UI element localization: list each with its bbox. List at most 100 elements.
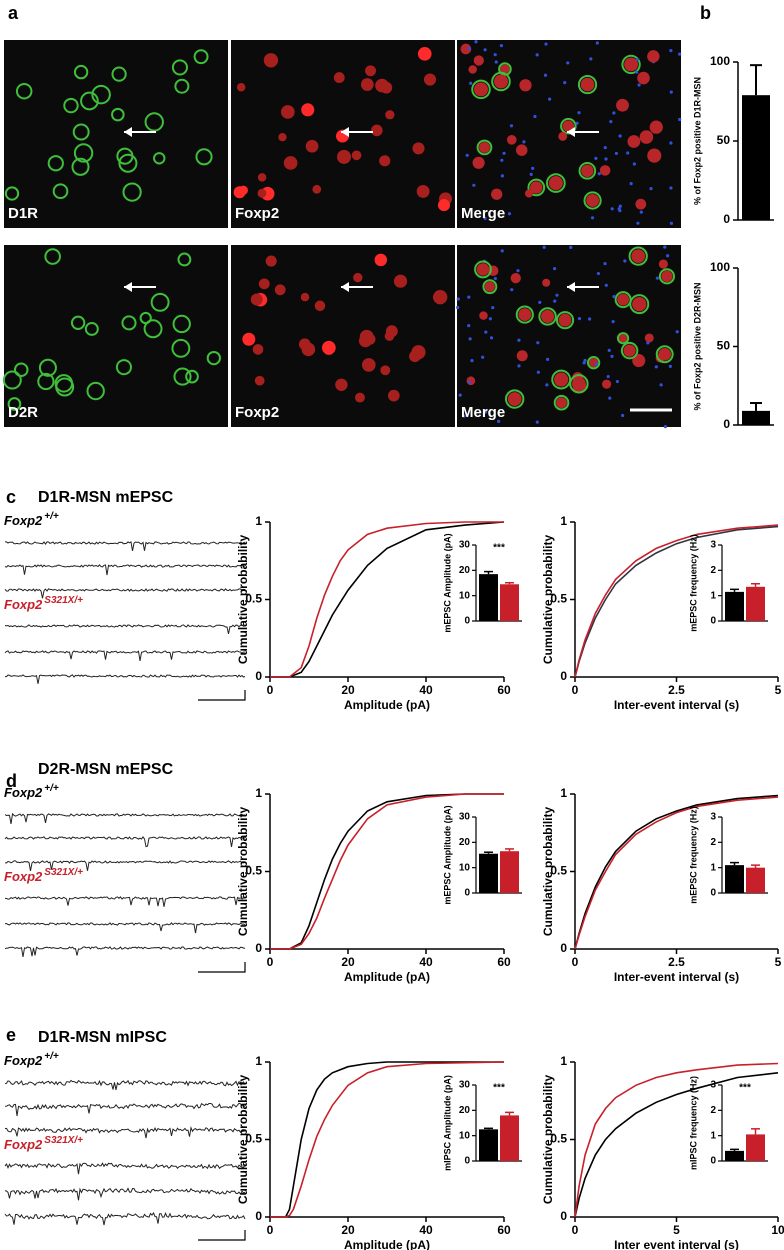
nucleus bbox=[375, 78, 389, 93]
y-tick-label: 0 bbox=[560, 669, 567, 683]
inset-y-tick-label: 10 bbox=[459, 1130, 471, 1141]
nucleus bbox=[354, 392, 365, 403]
dapi bbox=[563, 81, 567, 85]
nucleus bbox=[530, 181, 543, 194]
dapi bbox=[497, 419, 501, 423]
cell bbox=[474, 260, 492, 279]
y-tick-label: 0.5 bbox=[550, 864, 567, 878]
nucleus bbox=[631, 249, 646, 264]
inset-y-tick-label: 0 bbox=[710, 888, 716, 899]
y-tick-label: 100 bbox=[710, 54, 730, 68]
x-tick-label: 60 bbox=[497, 955, 511, 969]
cell bbox=[153, 152, 166, 165]
inset-bar bbox=[725, 1150, 744, 1161]
nucleus bbox=[491, 188, 503, 200]
nucleus bbox=[305, 139, 319, 153]
cell bbox=[206, 350, 221, 366]
cell bbox=[174, 78, 190, 94]
dapi bbox=[467, 380, 472, 384]
cell bbox=[111, 66, 127, 82]
y-axis-label: Cumulative probability bbox=[236, 807, 250, 937]
dapi bbox=[465, 153, 469, 157]
dapi bbox=[590, 216, 595, 220]
dapi bbox=[509, 124, 514, 128]
dapi bbox=[500, 249, 504, 253]
bar bbox=[742, 95, 770, 220]
dapi bbox=[555, 293, 559, 297]
nucleus bbox=[635, 198, 647, 210]
y-tick-label: 0 bbox=[560, 1209, 567, 1223]
dapi bbox=[632, 162, 637, 166]
dapi bbox=[621, 413, 625, 418]
dapi bbox=[553, 267, 557, 271]
genotype-sup: +/+ bbox=[44, 783, 59, 794]
section-title: D2R-MSN mEPSC bbox=[38, 761, 174, 778]
nucleus bbox=[385, 110, 395, 120]
inset-bar bbox=[746, 586, 765, 621]
dapi bbox=[529, 172, 533, 176]
dapi bbox=[608, 396, 612, 400]
inset-y-tick-label: 30 bbox=[459, 812, 471, 823]
cell bbox=[72, 123, 90, 141]
dapi bbox=[663, 245, 667, 249]
nucleus bbox=[658, 347, 672, 361]
nucleus bbox=[472, 156, 485, 169]
dapi bbox=[618, 209, 622, 213]
cumulative-line bbox=[270, 521, 504, 678]
cell bbox=[471, 79, 491, 100]
cell bbox=[621, 54, 641, 75]
nucleus bbox=[274, 284, 286, 296]
y-axis-label: Cumulative probability bbox=[541, 1075, 555, 1205]
x-axis-label: Amplitude (pA) bbox=[344, 698, 430, 712]
dapi bbox=[535, 53, 539, 57]
nucleus bbox=[300, 292, 310, 302]
dapi bbox=[655, 276, 659, 280]
genotype-name: Foxp2 bbox=[4, 1137, 43, 1152]
y-tick-label: 0.5 bbox=[245, 1132, 262, 1146]
trace bbox=[4, 836, 246, 848]
nucleus bbox=[562, 120, 575, 132]
nucleus bbox=[252, 344, 264, 355]
nucleus bbox=[637, 71, 650, 85]
nucleus bbox=[258, 278, 270, 290]
inset-bar bbox=[479, 574, 498, 621]
nucleus bbox=[624, 57, 639, 72]
nucleus bbox=[353, 272, 363, 283]
dapi bbox=[611, 320, 615, 324]
cell bbox=[73, 143, 94, 163]
cell bbox=[122, 182, 142, 202]
arrow-head bbox=[341, 127, 349, 137]
x-tick-label: 2.5 bbox=[668, 955, 685, 969]
y-tick-label: 0.5 bbox=[245, 592, 262, 606]
nucleus bbox=[333, 72, 345, 83]
dapi bbox=[500, 158, 504, 162]
cell bbox=[63, 97, 79, 114]
y-tick-label: 0 bbox=[255, 1209, 262, 1223]
dapi bbox=[669, 221, 674, 225]
nucleus bbox=[423, 73, 437, 86]
inset-y-tick-label: 20 bbox=[459, 837, 471, 848]
nucleus bbox=[627, 135, 641, 148]
genotype-label: Foxp2 S321X/+ bbox=[4, 595, 83, 613]
inset-y-tick-label: 0 bbox=[710, 616, 716, 627]
y-tick-label: 1 bbox=[560, 786, 567, 800]
panel-label: a bbox=[8, 3, 19, 23]
significance: *** bbox=[739, 1083, 751, 1094]
inset-y-axis-label: mEPSC frequency (Hz) bbox=[688, 806, 698, 904]
cell bbox=[476, 139, 493, 156]
cell bbox=[84, 321, 99, 336]
nucleus bbox=[632, 296, 647, 312]
dapi bbox=[618, 204, 622, 208]
bar bbox=[742, 410, 770, 425]
dapi bbox=[582, 361, 586, 365]
cumulative-line bbox=[270, 793, 504, 950]
dapi bbox=[468, 337, 472, 341]
image-label: Foxp2 bbox=[235, 205, 279, 222]
trace bbox=[4, 1162, 246, 1175]
genotype-name: Foxp2 bbox=[4, 869, 43, 884]
cell bbox=[491, 71, 511, 92]
nucleus bbox=[647, 148, 662, 163]
arrow-head bbox=[124, 127, 132, 137]
dapi bbox=[612, 111, 616, 115]
cell bbox=[655, 345, 674, 364]
